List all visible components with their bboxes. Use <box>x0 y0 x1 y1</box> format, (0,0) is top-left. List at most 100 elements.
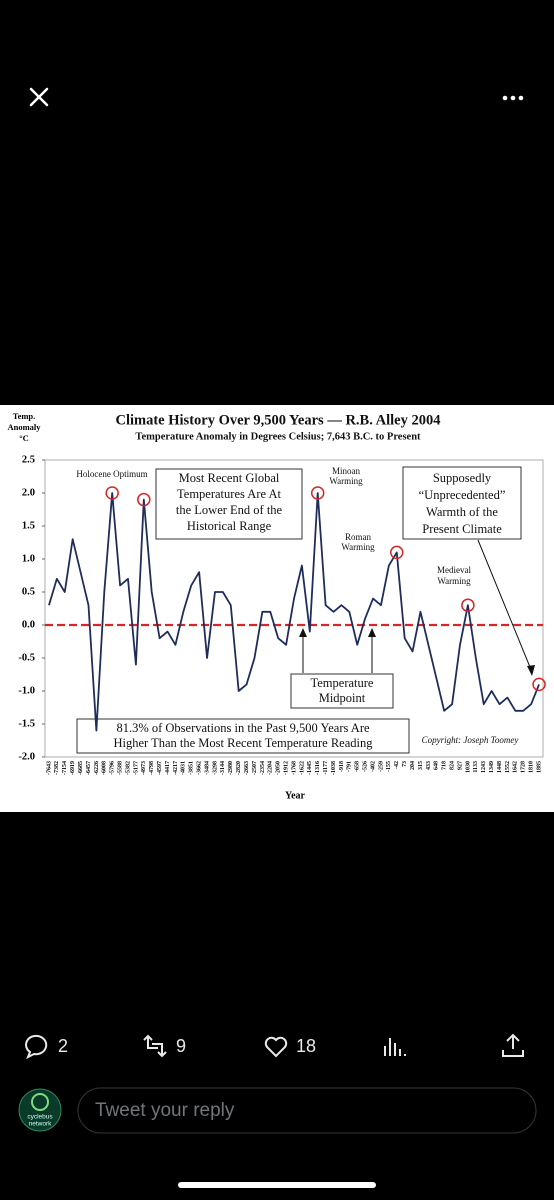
annotation-box <box>155 468 303 540</box>
x-tick-label: -42 <box>394 761 400 769</box>
reply-input[interactable] <box>77 1087 537 1134</box>
x-tick-label: 1349 <box>489 761 495 773</box>
x-tick-label: -526 <box>363 761 369 772</box>
y-tick-label: -1.0 <box>18 685 35 696</box>
x-tick-label: -402 <box>370 761 376 772</box>
avatar-text: network <box>29 1121 53 1128</box>
x-tick-label: -1445 <box>307 761 313 775</box>
x-tick-label: 315 <box>418 761 424 770</box>
more-button[interactable] <box>502 95 524 101</box>
highlight-circle <box>105 486 119 500</box>
repost-count: 9 <box>176 1036 186 1056</box>
annotation: Temperature <box>311 676 374 690</box>
plot-frame <box>44 459 544 758</box>
annotation: Warming <box>437 576 471 586</box>
repost-icon[interactable] <box>143 1034 167 1058</box>
x-tick-label: -4597 <box>157 761 163 775</box>
close-button[interactable] <box>29 87 49 107</box>
annotation: Midpoint <box>319 691 366 705</box>
arrow <box>477 539 533 673</box>
arrow-head <box>299 628 307 637</box>
y-label: °C <box>19 433 29 443</box>
y-tick-label: 0.5 <box>22 586 35 597</box>
avatar-text: cyclebus <box>27 1114 53 1121</box>
x-tick-label: -4417 <box>165 761 171 775</box>
x-tick-label: -7643 <box>46 761 52 775</box>
highlight-circle <box>390 545 404 560</box>
x-tick-label: -7382 <box>54 761 60 775</box>
x-tick-label: -1622 <box>299 761 305 775</box>
annotation: 81.3% of Observations in the Past 9,500 … <box>116 721 370 735</box>
x-tick-label: -1038 <box>331 761 337 775</box>
x-tick-label: -5177 <box>133 761 139 775</box>
x-tick-label: -1316 <box>315 761 321 775</box>
x-tick-label: 648 <box>434 761 440 770</box>
annotation: Minoan <box>332 466 360 476</box>
reply-icon[interactable] <box>25 1034 48 1060</box>
x-tick-label: -3144 <box>220 761 226 775</box>
arrow-head <box>527 665 535 676</box>
annotation: Present Climate <box>422 522 502 536</box>
chart: Climate History Over 9,500 Years — R.B. … <box>7 411 546 801</box>
dot[interactable] <box>510 95 516 101</box>
chart-title: Climate History Over 9,500 Years — R.B. … <box>116 412 441 428</box>
x-tick-label: -6457 <box>86 761 92 775</box>
x-tick-label: 927 <box>457 761 463 770</box>
annotation: Historical Range <box>187 519 272 533</box>
share-icon[interactable] <box>502 1033 524 1057</box>
avatar-logo <box>31 1093 49 1111</box>
chart-subtitle: Temperature Anomaly in Degrees Celsius; … <box>135 431 421 442</box>
x-tick-label: -2204 <box>268 761 274 775</box>
x-tick-label: -2820 <box>236 761 242 775</box>
action-bar <box>25 1033 524 1060</box>
x-tick-label: -6226 <box>94 761 100 775</box>
x-tick-label: 204 <box>410 761 416 770</box>
x-tick-label: -2050 <box>276 761 282 775</box>
x-tick-label: -4031 <box>181 761 187 775</box>
reply-placeholder: Tweet your reply <box>95 1100 235 1121</box>
x-tick-label: -1768 <box>291 761 297 775</box>
x-tick-label: 1133 <box>473 761 479 773</box>
x-tick-label: 73 <box>402 761 408 767</box>
like-icon[interactable] <box>264 1036 288 1058</box>
annotation: Most Recent Global <box>179 471 280 485</box>
x-tick-label: 718 <box>442 761 448 770</box>
x-tick-label: -2507 <box>252 761 258 775</box>
y-tick-label: 2.5 <box>22 454 35 465</box>
x-tick-label: -259 <box>378 761 384 772</box>
x-tick-label: -2354 <box>260 761 266 775</box>
annotation: Warming <box>341 542 375 552</box>
x-tick-label: -7154 <box>62 761 68 775</box>
close-icon[interactable] <box>29 87 49 107</box>
x-tick-label: -658 <box>355 761 361 772</box>
x-tick-label: 1642 <box>513 761 519 773</box>
y-tick-label: 0.0 <box>22 619 35 630</box>
y-tick-label: 1.0 <box>22 553 35 564</box>
x-tick-label: -5588 <box>117 761 123 775</box>
x-tick-label: -4798 <box>149 761 155 775</box>
x-tick-label: -6685 <box>78 761 84 775</box>
x-tick-label: 1810 <box>529 761 535 773</box>
y-label: Anomaly <box>7 422 41 432</box>
x-tick-label: 824 <box>449 761 455 770</box>
annotation: Supposedly <box>433 471 492 485</box>
annotation: Roman <box>345 532 371 542</box>
x-tick-label: -5382 <box>125 761 131 775</box>
x-tick-label: -6919 <box>70 761 76 775</box>
x-tick-label: -155 <box>386 761 392 772</box>
annotation: Warmth of the <box>426 505 498 519</box>
copyright: Copyright: Joseph Toomey <box>422 735 519 745</box>
x-tick-label: -2980 <box>228 761 234 775</box>
x-tick-label: -3298 <box>212 761 218 775</box>
x-tick-label: -2663 <box>244 761 250 775</box>
dot[interactable] <box>518 95 524 101</box>
x-tick-label: -3662 <box>197 761 203 775</box>
y-tick-label: -0.5 <box>18 652 35 663</box>
x-tick-label: -918 <box>339 761 345 772</box>
highlight-circle <box>137 492 151 507</box>
views-icon[interactable] <box>384 1038 406 1056</box>
like-count: 18 <box>296 1036 316 1056</box>
highlight-circle <box>310 486 325 500</box>
dot[interactable] <box>502 95 508 101</box>
home-indicator <box>178 1182 376 1188</box>
